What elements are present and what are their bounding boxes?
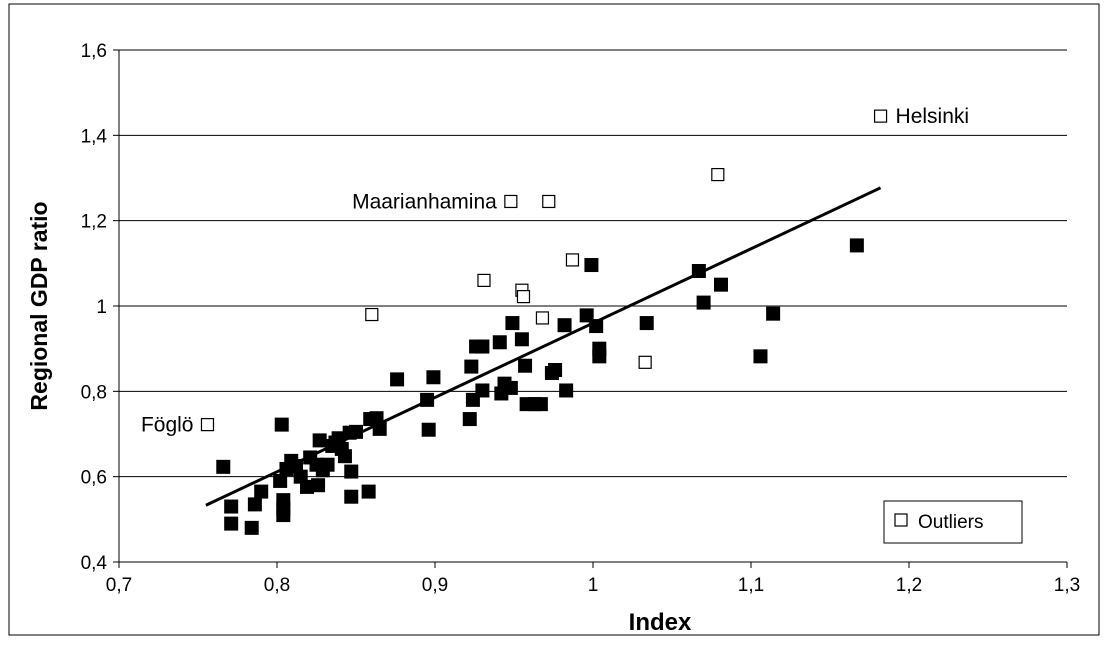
data-point <box>462 412 477 427</box>
annotation-label: Föglö <box>141 414 194 437</box>
trendline <box>205 186 882 507</box>
annotations: Helsinki Maarianhamina Föglö <box>141 105 969 436</box>
y-tick-label: 0,4 <box>81 553 108 574</box>
data-point <box>639 316 654 331</box>
data-point <box>247 497 262 512</box>
data-point <box>372 421 387 436</box>
outlier-point <box>365 307 379 322</box>
data-point <box>420 392 435 407</box>
annotation-label: Helsinki <box>896 105 970 128</box>
data-point <box>492 335 507 350</box>
outlier-point <box>200 418 215 432</box>
data-point <box>276 508 291 523</box>
outlier-point <box>504 194 518 209</box>
x-tick-label: 1,1 <box>738 575 764 596</box>
data-point <box>344 489 359 504</box>
data-point <box>557 318 572 333</box>
data-point <box>518 358 533 373</box>
data-point <box>533 397 548 412</box>
outlier-point <box>711 167 725 182</box>
data-point <box>244 520 259 535</box>
data-point <box>274 417 289 432</box>
data-point <box>691 264 706 279</box>
x-tick-label: 1 <box>588 575 599 596</box>
outlier-point <box>535 311 550 325</box>
y-tick-label: 0,8 <box>81 382 107 403</box>
data-point <box>592 349 607 364</box>
data-point <box>224 499 239 514</box>
x-axis-title: Index <box>629 609 692 636</box>
y-tick-label: 1,4 <box>81 126 108 147</box>
data-point <box>216 459 231 474</box>
axis-ticks: 0,4 0,6 0,8 1 1,2 1,4 1,6 0,7 0,8 0,9 1 1,1 1,2 1,3 <box>81 41 1081 596</box>
data-points <box>200 109 888 535</box>
legend-label-outliers: Outliers <box>918 512 983 533</box>
data-point <box>390 372 405 387</box>
data-point <box>766 306 781 321</box>
outlier-point <box>516 290 531 304</box>
data-point <box>584 258 599 273</box>
data-point <box>696 295 711 310</box>
data-point <box>579 308 594 323</box>
data-point <box>344 464 359 479</box>
data-point <box>849 238 864 253</box>
outlier-point <box>565 253 580 267</box>
data-point <box>503 380 518 395</box>
data-point <box>548 363 563 377</box>
outlier-point <box>477 273 491 287</box>
x-tick-label: 1,2 <box>896 575 922 596</box>
x-tick-label: 0,9 <box>422 575 448 596</box>
y-tick-label: 1,6 <box>81 41 107 62</box>
data-point <box>426 370 441 385</box>
data-point <box>349 424 363 439</box>
outlier-point <box>638 355 652 369</box>
x-tick-label: 0,8 <box>264 575 290 596</box>
x-tick-label: 1,3 <box>1054 575 1080 596</box>
y-tick-label: 0,6 <box>81 468 107 489</box>
y-tick-label: 1,2 <box>81 212 107 233</box>
data-point <box>589 319 604 334</box>
data-point <box>254 484 269 499</box>
trendline-segment <box>205 186 882 507</box>
data-point <box>464 359 479 374</box>
annotation-label: Maarianhamina <box>352 190 497 213</box>
data-point <box>312 433 327 448</box>
y-axis-title: Regional GDP ratio <box>26 201 52 410</box>
outlier-point <box>873 109 888 123</box>
data-point <box>273 473 288 488</box>
data-point <box>559 383 574 398</box>
data-point <box>505 316 520 331</box>
data-point <box>475 339 490 354</box>
legend: Outliers <box>883 500 1023 544</box>
legend-marker-open-square <box>894 513 908 527</box>
data-point <box>224 516 239 531</box>
data-point <box>337 449 352 464</box>
x-tick-label: 0,7 <box>106 575 132 596</box>
data-point <box>311 478 326 493</box>
outlier-point <box>542 194 556 209</box>
data-point <box>753 349 768 364</box>
data-point <box>475 383 490 398</box>
data-point <box>713 277 728 292</box>
y-tick-label: 1 <box>96 297 107 318</box>
data-point <box>421 422 436 437</box>
data-point <box>514 332 529 347</box>
data-point <box>361 484 376 499</box>
data-point <box>320 457 335 472</box>
